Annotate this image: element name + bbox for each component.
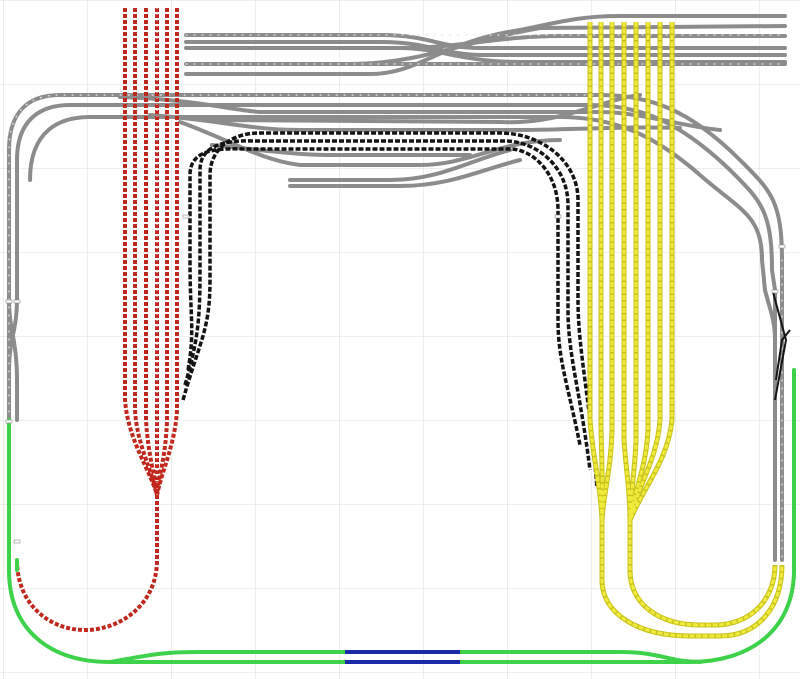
grey-yard-track [178,120,562,167]
grey-yard-track [210,143,472,157]
yellow-fill-line [600,520,784,638]
black-loop-track [183,139,592,471]
joint-marker [182,214,190,219]
grey-mainline [763,288,777,342]
joint-marker [13,539,21,544]
green-track [458,650,702,664]
blue-section-group [345,650,460,664]
joint-marker [5,299,13,304]
green-track [108,650,347,664]
grey-tie-line [8,94,601,421]
green-loop-group [7,368,796,664]
grey-mainline [7,298,19,422]
joint-marker [778,244,786,249]
green-track [458,368,796,664]
red-staging-track [155,8,179,496]
grey-yard-track [348,24,787,66]
yellow-staging-track [627,22,675,521]
black-junction [772,291,791,401]
grey-track-outline [7,14,787,562]
grey-yard-track [398,34,787,50]
red-staging-group [15,8,179,633]
grey-yard-track [288,148,512,182]
yellow-fill-line [628,22,662,521]
grey-track-ties [8,34,786,561]
yellow-fill-line [600,22,614,521]
junction-line [772,291,788,401]
black-loops-group [181,131,599,489]
yellow-track-fill [588,22,784,638]
green-track [7,418,347,664]
track-joint-markers [5,214,786,544]
yellow-staging-group [587,22,785,639]
joint-marker [771,289,779,294]
joint-marker [13,299,21,304]
yellow-fill-line [628,520,777,627]
yellow-fill-line [599,22,604,521]
joint-marker [5,419,13,424]
red-staging-track [133,8,159,496]
grey-yard-track [288,158,522,188]
yellow-fill-line [628,22,650,521]
grey-track-group [7,14,787,562]
black-loop-track [186,147,582,446]
black-loop-track [181,131,599,489]
grey-yard-track [118,95,722,132]
junction-line [775,329,791,381]
joint-marker [554,214,562,219]
red-return-loop [15,495,159,633]
